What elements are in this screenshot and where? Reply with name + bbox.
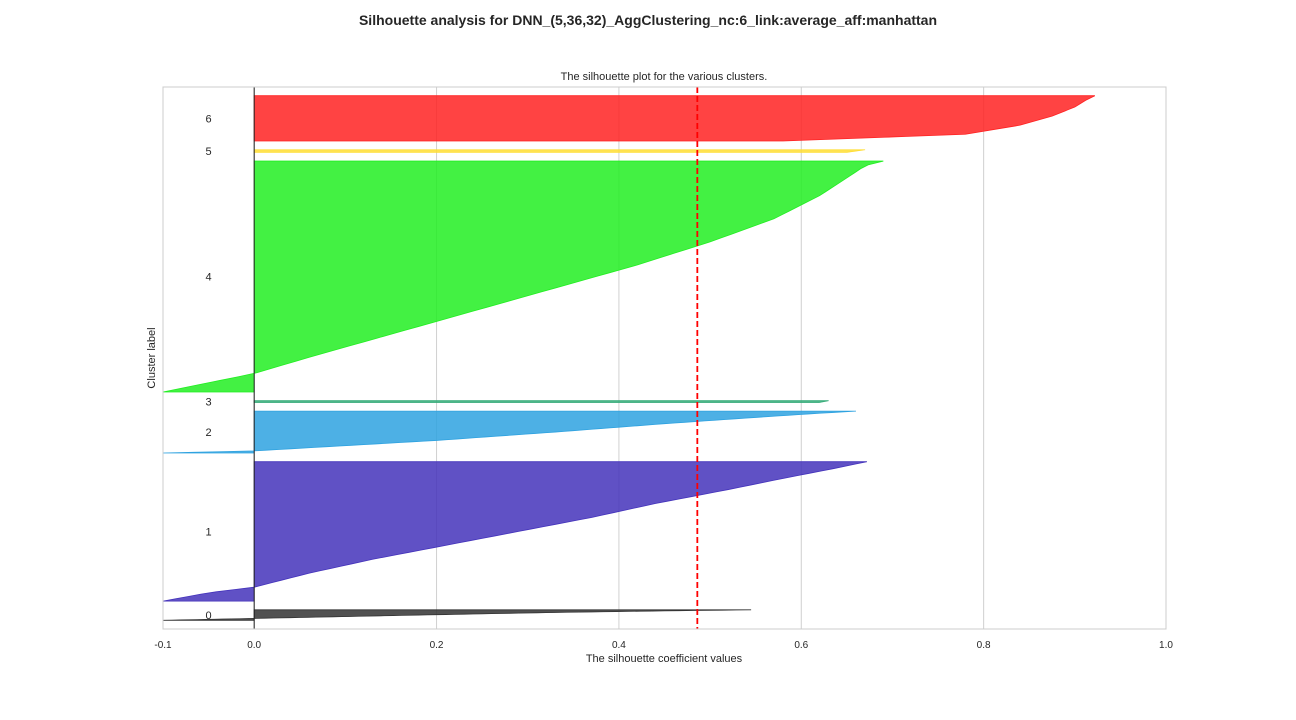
cluster-label-2: 2 <box>206 427 212 439</box>
silhouette-area-cluster-4 <box>162 160 884 393</box>
cluster-label-1: 1 <box>206 526 212 538</box>
cluster-label-4: 4 <box>206 272 212 284</box>
x-tick-label: 0.8 <box>977 640 991 651</box>
silhouette-area-cluster-5 <box>253 149 866 153</box>
silhouette-area-cluster-6 <box>253 95 1096 142</box>
figure-suptitle: Silhouette analysis for DNN_(5,36,32)_Ag… <box>358 12 938 28</box>
cluster-label-6: 6 <box>206 113 212 125</box>
silhouette-area-cluster-3 <box>253 400 829 403</box>
x-tick-label: 1.0 <box>1159 640 1173 651</box>
cluster-label-3: 3 <box>206 397 212 409</box>
silhouette-area-cluster-1 <box>162 461 868 602</box>
silhouette-area-cluster-2 <box>162 410 857 454</box>
cluster-label-0: 0 <box>206 610 212 622</box>
chart-title: The silhouette plot for the various clus… <box>561 71 768 83</box>
cluster-labels: 0 1 2 3 4 5 6 <box>206 113 212 622</box>
x-tick-labels: -0.1 0.0 0.2 0.4 0.6 0.8 1.0 <box>154 640 1173 651</box>
x-tick-label: 0.0 <box>247 640 261 651</box>
x-tick-label: -0.1 <box>154 640 172 651</box>
x-tick-label: 0.4 <box>612 640 626 651</box>
x-tick-label: 0.6 <box>794 640 808 651</box>
cluster-label-5: 5 <box>206 146 212 158</box>
x-axis-label: The silhouette coefficient values <box>586 653 743 665</box>
x-tick-label: 0.2 <box>430 640 444 651</box>
plot-frame <box>162 86 1167 630</box>
y-axis-label: Cluster label <box>146 327 158 388</box>
silhouette-area-cluster-0 <box>162 609 752 621</box>
silhouette-areas <box>162 95 1096 621</box>
